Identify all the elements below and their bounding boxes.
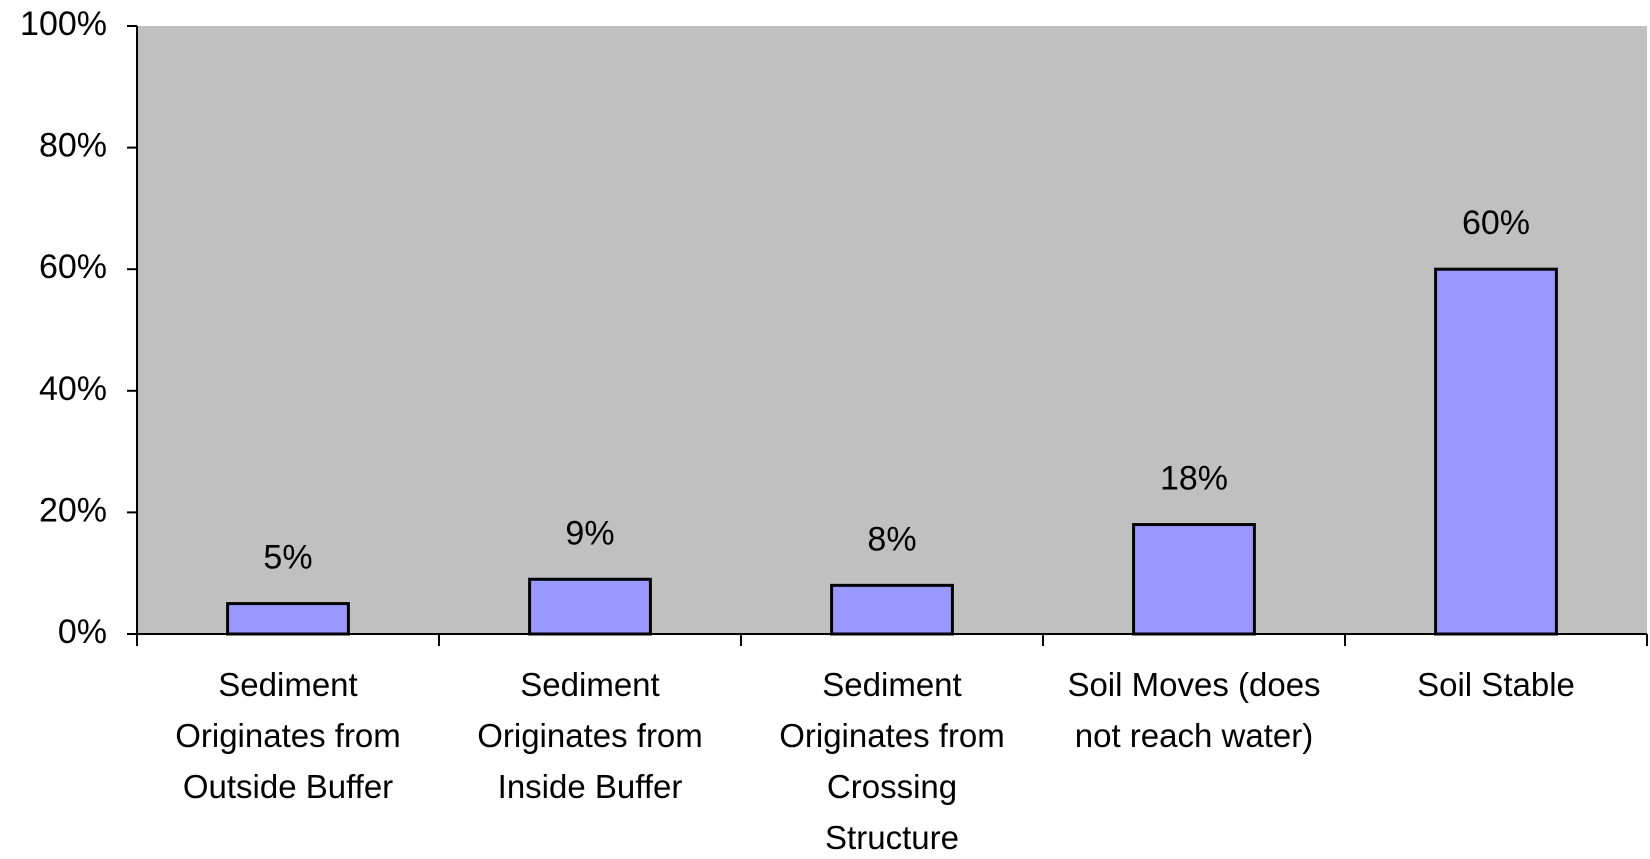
value-label: 9% <box>565 514 614 552</box>
x-tick-label: Soil Stable <box>1417 666 1575 703</box>
y-tick-label: 20% <box>39 491 107 529</box>
y-tick-label: 0% <box>58 613 107 651</box>
x-tick-label: Sediment Originates from Inside Buffer <box>477 666 703 805</box>
value-label: 8% <box>867 520 916 558</box>
x-tick-label: Sediment Originates from Outside Buffer <box>175 666 401 805</box>
bar <box>226 602 350 636</box>
bar <box>1434 267 1558 636</box>
plot-area <box>137 26 1647 634</box>
y-tick-label: 100% <box>20 5 107 43</box>
value-label: 18% <box>1160 460 1228 498</box>
value-label: 5% <box>263 539 312 577</box>
x-tick-label: Soil Moves (does not reach water) <box>1067 666 1321 754</box>
y-tick-label: 40% <box>39 370 107 408</box>
x-tick-label: Sediment Originates from Crossing Struct… <box>779 666 1005 856</box>
bar <box>830 583 954 636</box>
y-tick-label: 80% <box>39 127 107 165</box>
y-tick-label: 60% <box>39 248 107 286</box>
value-label: 60% <box>1462 204 1530 242</box>
bar <box>528 577 652 636</box>
bar <box>1132 523 1256 636</box>
